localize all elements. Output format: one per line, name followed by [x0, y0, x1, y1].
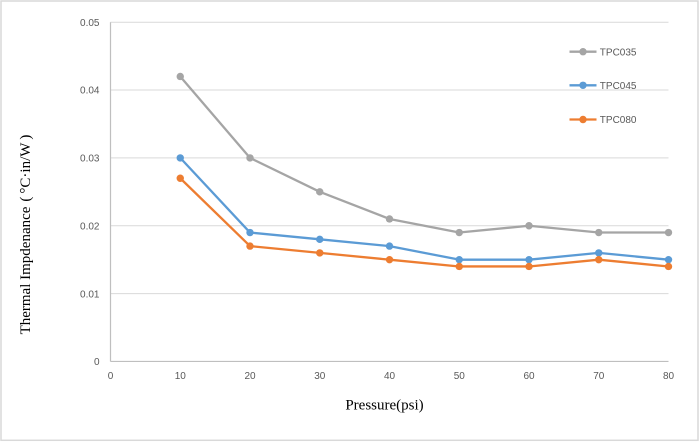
svg-text:0: 0: [108, 371, 114, 382]
svg-text:0.04: 0.04: [80, 86, 100, 97]
svg-text:0.05: 0.05: [80, 18, 100, 29]
svg-text:70: 70: [593, 371, 605, 382]
svg-text:0.03: 0.03: [80, 154, 100, 165]
svg-text:0: 0: [94, 357, 100, 368]
svg-text:Pressure(psi): Pressure(psi): [345, 398, 423, 414]
svg-text:TPC080: TPC080: [600, 115, 637, 126]
svg-text:TPC035: TPC035: [600, 47, 637, 58]
svg-text:Thermal Impdenance ( °C·in/W ): Thermal Impdenance ( °C·in/W ): [18, 135, 34, 335]
svg-text:10: 10: [175, 371, 187, 382]
svg-text:20: 20: [244, 371, 256, 382]
svg-text:0.01: 0.01: [80, 289, 100, 300]
svg-text:40: 40: [384, 371, 396, 382]
svg-text:60: 60: [523, 371, 535, 382]
svg-text:30: 30: [314, 371, 326, 382]
svg-text:80: 80: [663, 371, 675, 382]
svg-text:50: 50: [454, 371, 466, 382]
svg-text:TPC045: TPC045: [600, 81, 637, 92]
svg-text:0.02: 0.02: [80, 221, 100, 232]
